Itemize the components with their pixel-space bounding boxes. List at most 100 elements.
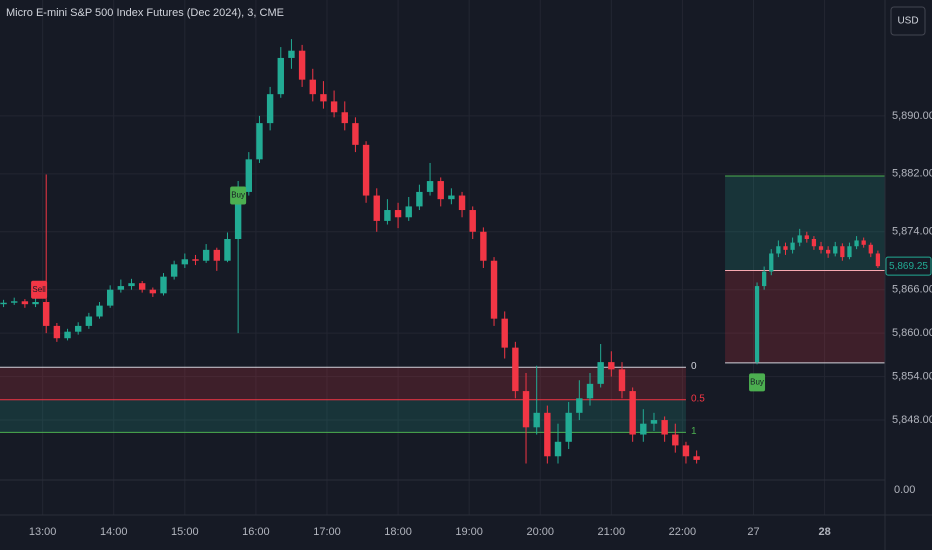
candle-body xyxy=(469,210,476,232)
candle-body xyxy=(256,123,263,160)
candle-body xyxy=(394,210,402,218)
y-tick-label: 5,890.00 xyxy=(892,110,932,122)
candle-body xyxy=(234,191,242,239)
candle-body xyxy=(213,249,221,261)
candle-body xyxy=(458,195,466,211)
currency-button[interactable] xyxy=(890,6,926,36)
candle-body xyxy=(840,246,845,258)
candle-body xyxy=(43,302,50,326)
candle-body xyxy=(811,239,817,247)
zone-band xyxy=(0,399,686,433)
candle-body xyxy=(640,423,647,435)
candle-body xyxy=(266,94,274,124)
candle-body xyxy=(875,253,881,267)
candle-body xyxy=(21,301,29,305)
candle-body xyxy=(650,420,658,424)
candle-body xyxy=(64,331,71,339)
zone-level-label: 0 xyxy=(691,361,697,372)
candle-body xyxy=(783,246,788,250)
x-tick-label: 21:00 xyxy=(598,526,626,538)
x-tick-label: 15:00 xyxy=(171,526,199,538)
candle-body xyxy=(854,240,859,247)
candle-body xyxy=(797,235,802,243)
candle-body xyxy=(769,253,774,272)
indicator-axis-label: 0.00 xyxy=(894,484,915,496)
candle-body xyxy=(818,246,824,250)
candle-body xyxy=(826,249,831,254)
y-tick-label: 5,848.00 xyxy=(892,414,932,426)
candle-body xyxy=(11,301,18,303)
candle-body xyxy=(533,412,540,428)
x-tick-label: 19:00 xyxy=(455,526,483,538)
signal-badge xyxy=(230,186,247,205)
candle-body xyxy=(0,302,7,305)
y-tick-label: 5,874.00 xyxy=(892,226,932,238)
y-tick-label: 5,860.00 xyxy=(892,327,932,339)
candle-body xyxy=(501,318,508,348)
last-price-label: 5,869.25 xyxy=(889,261,928,272)
candle-body xyxy=(682,445,690,457)
candle-body xyxy=(480,231,487,261)
candle-body xyxy=(565,412,572,442)
signal-label: Buy xyxy=(231,191,245,200)
candle-body xyxy=(426,181,434,192)
candle-body xyxy=(629,391,636,435)
candle-body xyxy=(160,276,167,294)
candle-body xyxy=(352,123,359,145)
y-tick-label: 5,854.00 xyxy=(892,371,932,383)
candle-body xyxy=(74,325,82,332)
zone-level-label: 0.5 xyxy=(691,393,705,404)
candle-body xyxy=(490,260,498,319)
signal-label: Sell xyxy=(32,285,46,294)
candle-body xyxy=(181,259,189,265)
x-tick-label: 16:00 xyxy=(242,526,270,538)
candle-body xyxy=(309,79,316,95)
candle-body xyxy=(804,235,809,239)
candle-body xyxy=(405,206,412,218)
x-tick-label: 17:00 xyxy=(313,526,341,538)
candle-body xyxy=(170,264,178,277)
candle-body xyxy=(32,302,39,305)
candle-body xyxy=(790,242,795,250)
candle-body xyxy=(128,283,135,287)
candle-body xyxy=(373,195,380,221)
x-tick-label: 28 xyxy=(818,526,830,538)
candle-body xyxy=(362,144,370,196)
candle-body xyxy=(512,347,519,392)
signal-badge xyxy=(31,280,48,299)
signal-badge xyxy=(749,373,766,392)
candle-body xyxy=(554,441,562,457)
candle-body xyxy=(320,94,327,102)
chart-title: Micro E-mini S&P 500 Index Futures (Dec … xyxy=(6,7,284,19)
candle-body xyxy=(96,305,103,317)
candle-body xyxy=(192,259,199,261)
y-tick-label: 5,866.00 xyxy=(892,284,932,296)
candle-body xyxy=(861,240,866,245)
candle-body xyxy=(277,57,284,95)
candle-body xyxy=(608,362,615,370)
last-price-box xyxy=(885,256,932,276)
candle-body xyxy=(437,181,444,200)
candle-body xyxy=(106,289,114,306)
candle-body xyxy=(754,286,760,363)
candle-body xyxy=(245,159,252,192)
candle-body xyxy=(522,391,530,428)
candle-body xyxy=(868,244,873,254)
candle-body xyxy=(661,420,668,435)
candle-body xyxy=(330,101,338,113)
candle-body xyxy=(672,434,679,446)
x-tick-label: 22:00 xyxy=(669,526,697,538)
y-tick-label: 5,882.00 xyxy=(892,168,932,180)
zone-level-label: 1 xyxy=(691,426,697,437)
x-tick-label: 20:00 xyxy=(526,526,554,538)
candle-body xyxy=(762,271,767,287)
candle-body xyxy=(202,249,210,261)
candle-body xyxy=(586,383,594,399)
candle-body xyxy=(618,369,626,392)
currency-label[interactable]: USD xyxy=(897,16,918,27)
zone-band xyxy=(0,367,686,400)
candle-body xyxy=(341,112,348,124)
candle-body xyxy=(53,325,61,339)
